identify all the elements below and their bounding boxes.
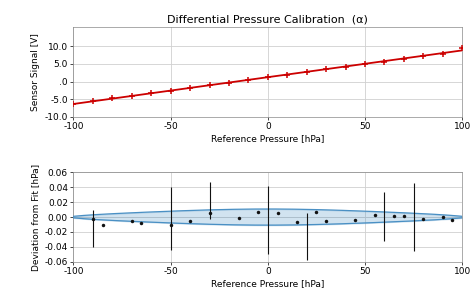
X-axis label: Reference Pressure [hPa]: Reference Pressure [hPa] <box>211 134 325 143</box>
Y-axis label: Deviation from Fit [hPa]: Deviation from Fit [hPa] <box>31 163 40 271</box>
Y-axis label: Sensor Signal [V]: Sensor Signal [V] <box>31 33 40 111</box>
Title: Differential Pressure Calibration  (α): Differential Pressure Calibration (α) <box>167 15 368 25</box>
X-axis label: Reference Pressure [hPa]: Reference Pressure [hPa] <box>211 279 325 288</box>
